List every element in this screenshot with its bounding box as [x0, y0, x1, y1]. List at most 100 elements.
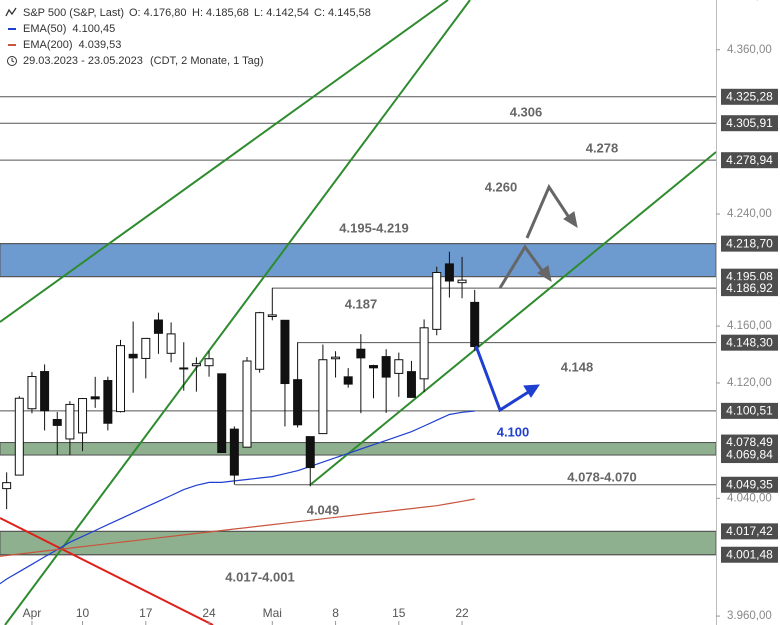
candle-body — [217, 373, 227, 454]
legend: EMA(50) 4.100,45 EMA(200) 4.039,53 — [8, 23, 121, 51]
y-tick-label: 4.400,00 — [727, 0, 772, 2]
candle-body — [65, 403, 75, 440]
x-tick-label: 8 — [332, 606, 339, 620]
candle-body — [305, 436, 315, 469]
header: S&P 500 (S&P, Last) O: 4.176,80 H: 4.185… — [5, 7, 371, 67]
ema-line — [0, 498, 475, 557]
candle-body — [27, 376, 37, 410]
price-box — [721, 447, 778, 464]
candle-body — [381, 356, 391, 378]
price-label: 4.100,51 — [726, 404, 773, 418]
candle-body — [166, 333, 176, 354]
candle-body — [343, 376, 353, 385]
price-label: 4.017,42 — [726, 524, 773, 538]
arrow — [474, 345, 531, 413]
annotation: 4.049 — [307, 502, 340, 517]
chart-icon — [5, 7, 17, 17]
zone — [0, 530, 717, 556]
zone-label: 4.078-4.070 — [567, 469, 636, 484]
ohlc-low: L: 4.142,54 — [254, 7, 309, 19]
candle-body — [356, 348, 366, 359]
arrows — [474, 183, 578, 413]
y-tick-label: 4.360,00 — [727, 44, 772, 56]
candle-body — [2, 482, 12, 490]
candle-body — [394, 359, 404, 374]
price-box — [721, 523, 778, 540]
candle-body — [153, 319, 163, 334]
annotation: 4.100 — [497, 424, 530, 439]
candle-body — [141, 337, 151, 359]
y-tick-label: 4.160,00 — [727, 320, 772, 332]
zone-label: 4.195-4.219 — [339, 220, 408, 235]
x-tick-label: 17 — [139, 606, 153, 620]
candle-body — [406, 371, 416, 398]
annotation: 4.278 — [586, 140, 619, 155]
candle-body — [444, 263, 454, 282]
legend-value: 4.039,53 — [79, 39, 122, 51]
annotation: 4.187 — [345, 296, 378, 311]
price-box — [721, 334, 778, 351]
price-label: 4.218,70 — [726, 236, 773, 250]
candle-body — [318, 359, 328, 435]
candle-body — [280, 319, 290, 385]
candle-body — [90, 396, 100, 400]
annotation: 4.260 — [485, 179, 518, 194]
price-box — [721, 476, 778, 493]
price-box — [721, 115, 778, 132]
x-tick-label: 22 — [455, 606, 469, 620]
candle-body — [369, 365, 378, 369]
trend-line — [0, 0, 449, 323]
x-tick-label: Mai — [263, 606, 282, 620]
price-label: 4.195,08 — [726, 269, 773, 283]
price-label: 4.305,91 — [726, 116, 773, 130]
x-tick-label: 10 — [76, 606, 90, 620]
price-box — [721, 235, 778, 252]
annotation: 4.148 — [561, 359, 594, 374]
candle-body — [128, 353, 138, 359]
price-label: 4.278,94 — [726, 153, 773, 167]
annotations: 4.195-4.219 4.078-4.070 4.017-4.001 4.306 4.… — [225, 104, 636, 584]
candle-body — [179, 367, 189, 370]
y-tick-label: 4.240,00 — [727, 208, 772, 220]
zone — [0, 243, 717, 278]
y-tick-label: 4.040,00 — [727, 492, 772, 504]
ohlc-close: C: 4.145,58 — [314, 7, 371, 19]
ohlc-open: O: 4.176,80 — [129, 7, 187, 19]
candle-body — [470, 301, 480, 348]
candle-body — [267, 314, 277, 317]
y-tick-label: 3.960,00 — [727, 610, 772, 622]
price-box — [721, 280, 778, 297]
arrowhead — [523, 384, 540, 398]
candle-body — [242, 360, 252, 448]
trend-line — [4, 0, 471, 625]
arrowhead — [537, 265, 552, 283]
price-box — [721, 152, 778, 169]
price-label: 4.186,92 — [726, 281, 773, 295]
price-box — [721, 546, 778, 563]
range-note: (CDT, 2 Monate, 1 Tag) — [150, 55, 264, 67]
zone-label: 4.017-4.001 — [225, 569, 294, 584]
trend-line — [309, 151, 717, 486]
price-box — [721, 434, 778, 451]
legend-label: EMA(50) — [23, 23, 66, 35]
candle-body — [293, 379, 303, 426]
candle-body — [40, 371, 50, 412]
candle-body — [229, 428, 239, 476]
price-box — [721, 88, 778, 105]
candle-body — [204, 358, 214, 367]
candles — [2, 251, 480, 510]
price-label: 4.069,84 — [726, 448, 773, 462]
trend-line — [0, 517, 214, 625]
price-label: 4.049,35 — [726, 477, 773, 491]
price-box — [721, 402, 778, 419]
candle-body — [419, 327, 429, 380]
arrow — [525, 183, 574, 239]
arrow — [498, 244, 548, 289]
trend-lines — [0, 0, 717, 625]
candle-body — [191, 363, 201, 367]
price-label: 4.001,48 — [726, 547, 773, 561]
price-label: 4.148,30 — [726, 335, 773, 349]
candle-body — [14, 397, 24, 476]
